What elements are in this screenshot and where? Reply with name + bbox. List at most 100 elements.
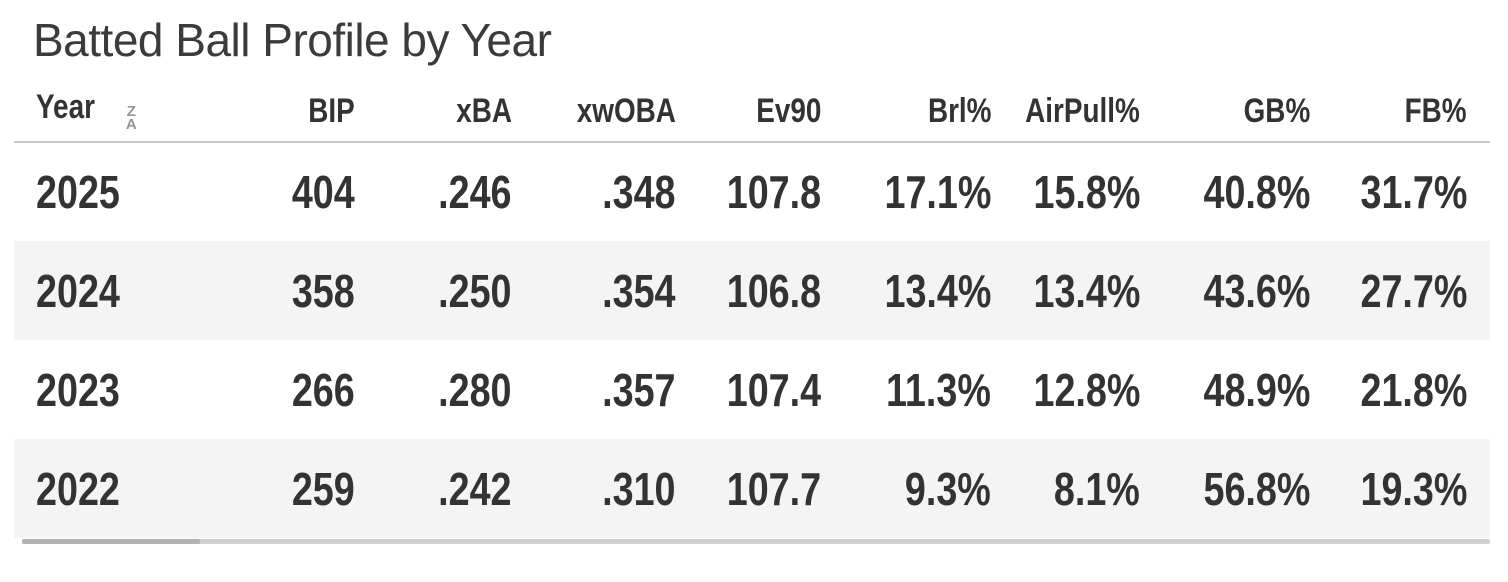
col-header-label: FB% — [1405, 92, 1467, 130]
cell-value: 15.8% — [1033, 166, 1140, 218]
cell-fb-2023: 21.8% — [1310, 340, 1490, 439]
cell-xwoba-2022: .310 — [512, 439, 676, 538]
stats-table: Year Z A BIP xBA xwOBA Ev90 Brl% AirPull% GB% FB% … — [14, 88, 1490, 538]
cell-value: 31.7% — [1360, 166, 1467, 218]
col-header-bip[interactable]: BIP — [214, 88, 355, 143]
cell-gb-2022: 56.8% — [1140, 439, 1310, 538]
cell-value: 107.4 — [726, 363, 821, 416]
col-header-year[interactable]: Year Z A — [14, 88, 214, 143]
cell-airpull-2023: 12.8% — [991, 340, 1140, 439]
col-header-label: xwOBA — [576, 92, 676, 130]
cell-bip-2023: 266 — [214, 340, 355, 439]
cell-value: 40.8% — [1203, 166, 1310, 218]
cell-ev90-2025: 107.8 — [676, 142, 821, 241]
cell-value: 9.3% — [905, 462, 991, 515]
sort-icon-top-letter: Z — [126, 103, 136, 120]
cell-value: 2023 — [36, 363, 120, 416]
col-header-xwoba[interactable]: xwOBA — [512, 88, 676, 143]
cell-value: 56.8% — [1203, 462, 1310, 515]
cell-value: 404 — [292, 166, 355, 218]
cell-value: 8.1% — [1054, 462, 1140, 515]
cell-value: 48.9% — [1203, 363, 1310, 416]
cell-value: 27.7% — [1360, 264, 1467, 317]
cell-fb-2022: 19.3% — [1310, 439, 1490, 538]
cell-xwoba-2023: .357 — [512, 340, 676, 439]
header-row: Year Z A BIP xBA xwOBA Ev90 Brl% AirPull% GB% FB% — [14, 88, 1490, 143]
cell-year-2025: 2025 — [14, 142, 214, 241]
cell-value: 17.1% — [884, 166, 991, 218]
cell-year-2022: 2022 — [14, 439, 214, 538]
cell-value: 13.4% — [1033, 264, 1140, 317]
page-title: Batted Ball Profile by Year — [33, 14, 552, 66]
cell-airpull-2025: 15.8% — [991, 142, 1140, 241]
cell-year-2023: 2023 — [14, 340, 214, 439]
col-header-label: xBA — [456, 92, 512, 130]
cell-bip-2024: 358 — [214, 241, 355, 340]
cell-ev90-2024: 106.8 — [676, 241, 821, 340]
cell-fb-2025: 31.7% — [1310, 142, 1490, 241]
col-header-label: Brl% — [927, 92, 991, 130]
cell-value: 43.6% — [1203, 264, 1310, 317]
cell-value: .280 — [438, 363, 512, 416]
table-row-2024: 2024 358 .250 .354 106.8 13.4% 13.4% 43.6% 27.7% — [14, 241, 1490, 340]
scrollbar-thumb[interactable] — [22, 539, 200, 544]
cell-ev90-2022: 107.7 — [676, 439, 821, 538]
col-header-gb[interactable]: GB% — [1140, 88, 1310, 143]
cell-brl-2025: 17.1% — [821, 142, 991, 241]
cell-fb-2024: 27.7% — [1310, 241, 1490, 340]
cell-xba-2022: .242 — [355, 439, 512, 538]
cell-airpull-2024: 13.4% — [991, 241, 1140, 340]
page: Batted Ball Profile by Year Year Z A BIP xBA… — [0, 14, 1508, 582]
batted-ball-table: Year Z A BIP xBA xwOBA Ev90 Brl% AirPull% GB% FB% … — [14, 88, 1490, 544]
cell-value: .357 — [602, 363, 676, 416]
cell-xwoba-2024: .354 — [512, 241, 676, 340]
cell-value: 358 — [292, 264, 355, 317]
cell-value: .250 — [438, 264, 512, 317]
cell-gb-2025: 40.8% — [1140, 142, 1310, 241]
col-header-ev90[interactable]: Ev90 — [676, 88, 821, 143]
col-header-label: BIP — [308, 92, 355, 130]
cell-xba-2024: .250 — [355, 241, 512, 340]
cell-value: .246 — [438, 166, 512, 218]
cell-value: 19.3% — [1360, 462, 1467, 515]
cell-value: 266 — [292, 363, 355, 416]
cell-value: .354 — [602, 264, 676, 317]
col-header-label: GB% — [1243, 92, 1310, 130]
cell-airpull-2022: 8.1% — [991, 439, 1140, 538]
cell-value: 2024 — [36, 264, 120, 317]
cell-bip-2025: 404 — [214, 142, 355, 241]
cell-ev90-2023: 107.4 — [676, 340, 821, 439]
cell-value: 107.8 — [726, 166, 821, 218]
table-row-2023: 2023 266 .280 .357 107.4 11.3% 12.8% 48.9% 21.8% — [14, 340, 1490, 439]
cell-value: 2025 — [36, 166, 120, 218]
cell-brl-2023: 11.3% — [821, 340, 991, 439]
col-header-brl[interactable]: Brl% — [821, 88, 991, 143]
cell-value: .242 — [438, 462, 512, 515]
sort-icon-bottom-letter: A — [125, 116, 137, 133]
cell-value: 11.3% — [886, 363, 991, 416]
cell-value: 21.8% — [1360, 363, 1467, 416]
cell-value: 13.4% — [884, 264, 991, 317]
cell-value: 2022 — [36, 462, 120, 515]
table-row-2025: 2025 404 .246 .348 107.8 17.1% 15.8% 40.8% 31.7% — [14, 142, 1490, 241]
cell-xba-2025: .246 — [355, 142, 512, 241]
cell-brl-2024: 13.4% — [821, 241, 991, 340]
col-header-airpull[interactable]: AirPull% — [991, 88, 1140, 143]
cell-value: 107.7 — [726, 462, 821, 515]
cell-gb-2023: 48.9% — [1140, 340, 1310, 439]
cell-value: 12.8% — [1033, 363, 1140, 416]
col-header-label: AirPull% — [1025, 92, 1140, 130]
cell-gb-2024: 43.6% — [1140, 241, 1310, 340]
col-header-label: Ev90 — [755, 92, 821, 130]
col-header-fb[interactable]: FB% — [1310, 88, 1490, 143]
cell-value: 259 — [292, 462, 355, 515]
cell-value: .348 — [602, 166, 676, 218]
cell-xwoba-2025: .348 — [512, 142, 676, 241]
col-header-label: Year — [36, 88, 95, 126]
table-row-2022: 2022 259 .242 .310 107.7 9.3% 8.1% 56.8% 19.3% — [14, 439, 1490, 538]
horizontal-scrollbar[interactable] — [22, 539, 1490, 544]
cell-value: 106.8 — [726, 264, 821, 317]
cell-xba-2023: .280 — [355, 340, 512, 439]
col-header-xba[interactable]: xBA — [355, 88, 512, 143]
